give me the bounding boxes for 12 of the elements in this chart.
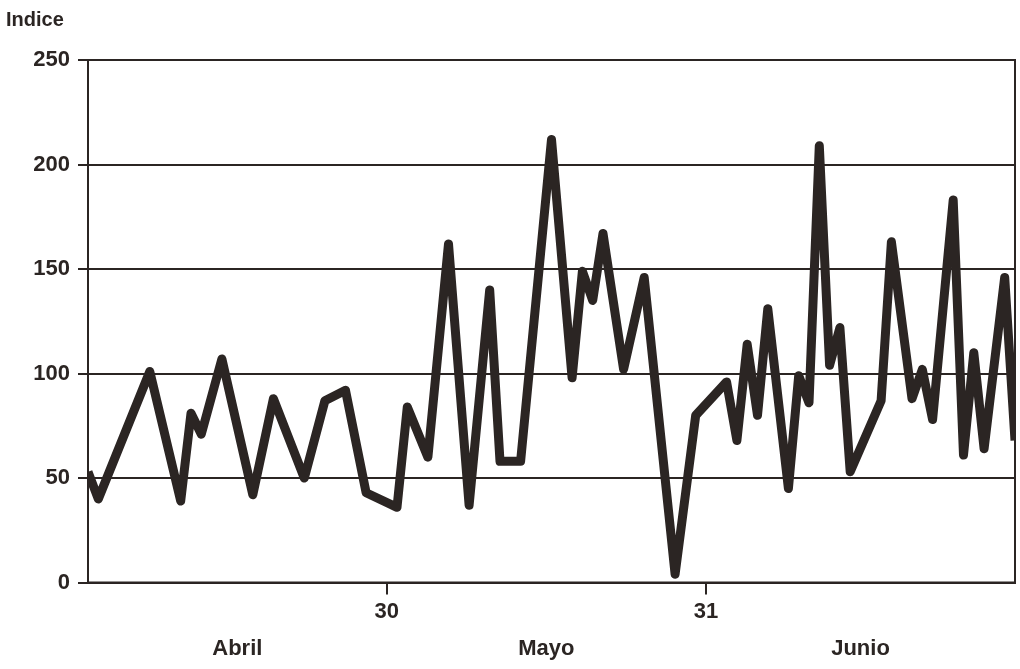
text: Abril: [212, 634, 263, 660]
y-tick-label: 250: [33, 46, 70, 72]
y-tick-label: 150: [33, 255, 70, 281]
text: Mayo: [518, 634, 575, 660]
y-tick-label: 100: [33, 359, 70, 385]
y-axis-title: Indice: [6, 8, 64, 31]
text: Junio: [831, 634, 890, 660]
y-tick-label: 200: [33, 150, 70, 176]
y-tick-label: 0: [57, 568, 70, 594]
x-tick-label: 31: [693, 597, 719, 623]
y-tick-label: 50: [45, 464, 70, 490]
x-tick-label: 30: [374, 597, 399, 623]
